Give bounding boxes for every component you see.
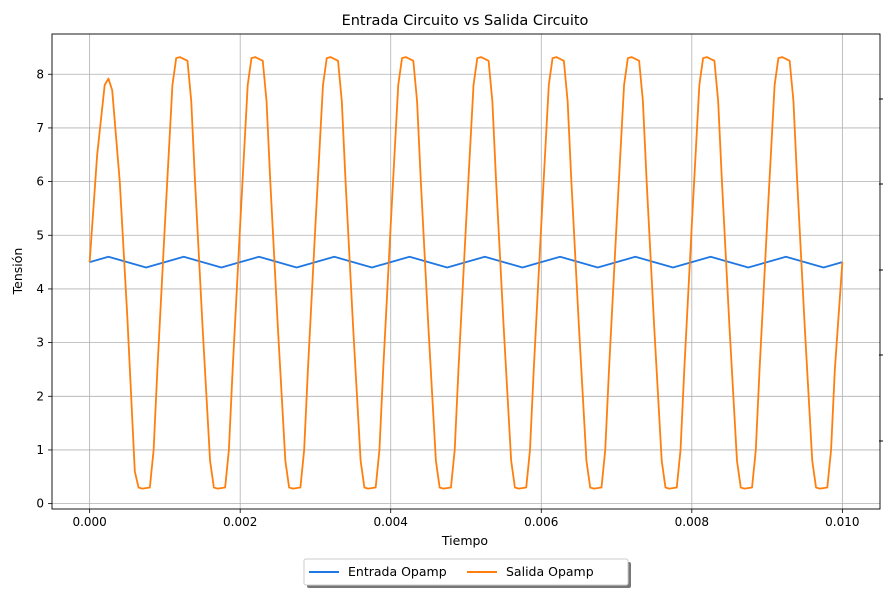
y-tick-label: 6	[36, 175, 44, 189]
y-tick-label: 3	[36, 336, 44, 350]
x-tick-label: 0.004	[374, 515, 408, 529]
right-axis-ticks	[879, 98, 883, 442]
y-tick-label: 7	[36, 121, 44, 135]
y-axis-label: Tensión	[10, 248, 25, 296]
axes	[51, 33, 881, 510]
legend-label-salida-opamp: Salida Opamp	[506, 564, 594, 579]
x-tick-label: 0.006	[524, 515, 558, 529]
y-tick-label: 5	[36, 228, 44, 242]
y-tick-label: 2	[36, 389, 44, 403]
y-tick-label: 8	[36, 67, 44, 81]
series-group	[88, 56, 844, 490]
legend: Entrada Opamp Salida Opamp	[303, 558, 631, 588]
legend-label-entrada-opamp: Entrada Opamp	[348, 564, 447, 579]
plot-frame	[51, 33, 881, 510]
grid	[52, 34, 880, 509]
series-line-0	[89, 255, 843, 269]
y-axis-ticks: 0 1 2 3 4 5 6 7 8	[36, 67, 52, 511]
legend-box	[303, 558, 629, 586]
chart-title: Entrada Circuito vs Salida Circuito	[342, 13, 589, 29]
x-axis-label: Tiempo	[441, 533, 488, 548]
series-line-1	[88, 56, 844, 490]
y-tick-label: 0	[36, 497, 44, 511]
y-tick-label: 1	[36, 443, 44, 457]
x-tick-label: 0.000	[72, 515, 106, 529]
x-tick-label: 0.008	[675, 515, 709, 529]
y-tick-label: 4	[36, 282, 44, 296]
x-tick-label: 0.002	[223, 515, 257, 529]
x-tick-label: 0.010	[825, 515, 859, 529]
x-axis-ticks: 0.000 0.002 0.004 0.006 0.008 0.010	[72, 509, 860, 529]
